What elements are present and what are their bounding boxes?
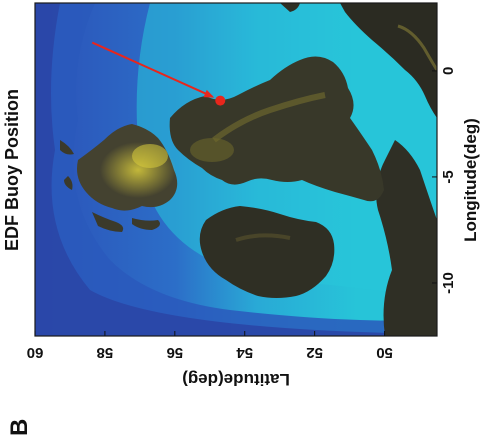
y-axis-ticks: 50 52 54 56 58 60 — [27, 331, 393, 361]
plot-frame — [34, 2, 438, 337]
y-tick-label: 56 — [166, 344, 183, 361]
land-continent — [376, 140, 437, 336]
x-axis-ticks: -10 -5 0 — [432, 67, 457, 294]
y-tick-label: 58 — [97, 344, 114, 361]
panel-label: B — [6, 419, 33, 436]
y-tick-label: 54 — [236, 344, 253, 361]
land-great-britain — [169, 56, 384, 202]
chart-title: EDF Buoy Position — [2, 89, 22, 251]
land-scandinavia — [340, 3, 437, 118]
arrow-line — [91, 41, 213, 98]
y-tick-label: 52 — [306, 344, 323, 361]
map-background — [35, 3, 437, 336]
y-tick-label: 50 — [376, 344, 393, 361]
x-tick-label: -5 — [440, 170, 457, 183]
y-axis-label: Latitude(deg) — [182, 370, 290, 389]
x-axis-label: Longitude(deg) — [461, 118, 480, 242]
buoy-annotation — [91, 41, 226, 106]
y-tick-label: 60 — [27, 344, 44, 361]
x-tick-label: 0 — [440, 67, 457, 75]
buoy-point — [215, 95, 226, 106]
arrow-head — [203, 89, 215, 98]
x-tick-label: -10 — [440, 272, 457, 294]
land-ireland — [199, 206, 335, 298]
